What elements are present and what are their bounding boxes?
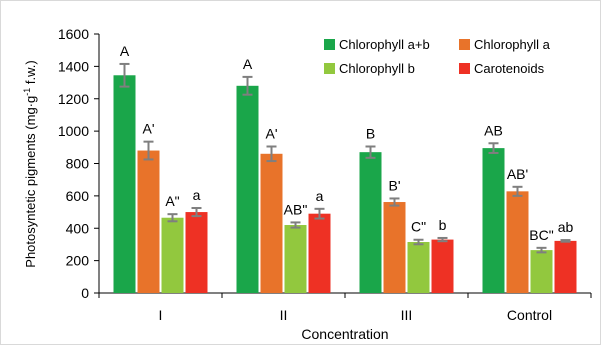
y-tick-label: 200: [66, 253, 90, 269]
bar: [482, 148, 505, 293]
y-tick-label: 1200: [58, 91, 89, 107]
significance-label: A": [165, 193, 179, 209]
significance-label: AB": [284, 201, 308, 217]
significance-label: A': [142, 121, 154, 137]
y-tick-label: 1000: [58, 123, 89, 139]
y-tick-label: 1400: [58, 58, 89, 74]
x-tick-label: I: [159, 307, 163, 323]
y-tick-label: 600: [66, 188, 90, 204]
y-tick-label: 0: [81, 285, 89, 301]
x-tick-label: Control: [507, 307, 552, 323]
bar: [161, 217, 184, 293]
significance-label: AB: [484, 122, 503, 138]
significance-label: ab: [558, 219, 574, 235]
bar: [359, 152, 382, 293]
bar: [185, 212, 208, 293]
y-tick-label: 800: [66, 156, 90, 172]
legend-label: Carotenoids: [474, 61, 545, 76]
y-tick-label: 400: [66, 220, 90, 236]
bar: [530, 250, 553, 293]
legend-swatch: [324, 63, 335, 74]
significance-label: a: [316, 188, 324, 204]
bar: [308, 213, 331, 293]
y-axis-title-sup: -1: [22, 88, 32, 96]
legend-label: Chlorophyll a+b: [339, 37, 430, 52]
significance-label: C": [411, 219, 426, 235]
significance-label: A': [265, 126, 277, 142]
legend: Chlorophyll a+b Chlorophyll a Chlorophyll …: [324, 37, 551, 76]
y-tick-label: 1600: [58, 26, 89, 42]
bar: [284, 225, 307, 293]
x-axis-title: Concentration: [301, 326, 388, 342]
x-axis: I II III Control: [98, 292, 592, 323]
significance-label: AB': [507, 166, 528, 182]
significance-label: b: [439, 217, 447, 233]
x-tick-label: II: [280, 307, 288, 323]
bar: [113, 75, 136, 293]
bar: [431, 239, 454, 293]
bar: [260, 153, 283, 293]
legend-swatch: [324, 39, 335, 50]
bar: [506, 191, 529, 293]
significance-label: B: [366, 126, 375, 142]
x-tick-label: III: [401, 307, 413, 323]
bar: [383, 202, 406, 293]
bar: [554, 240, 577, 293]
significance-label: B': [388, 177, 400, 193]
y-axis-title-tail: f.w.): [23, 60, 38, 87]
legend-swatch: [459, 39, 470, 50]
bars: A A' A" a A A' AB" a B B' C" b AB AB' BC" ab: [113, 43, 577, 293]
legend-swatch: [459, 63, 470, 74]
legend-label: Chlorophyll b: [339, 61, 415, 76]
bar: [236, 85, 259, 293]
significance-label: A: [243, 56, 253, 72]
bar: [407, 242, 430, 293]
y-axis-title: Photosyntetic pigments (mg·g-1 f.w.): [22, 60, 38, 267]
significance-label: a: [193, 187, 201, 203]
y-axis-title-main: Photosyntetic pigments (mg·g: [23, 96, 38, 268]
legend-label: Chlorophyll a: [474, 37, 551, 52]
significance-label: BC": [529, 227, 553, 243]
bar: [137, 150, 160, 293]
y-axis: 0 200 400 600 800 1000 1200 1400 1600: [58, 26, 100, 301]
significance-label: A: [120, 43, 130, 59]
